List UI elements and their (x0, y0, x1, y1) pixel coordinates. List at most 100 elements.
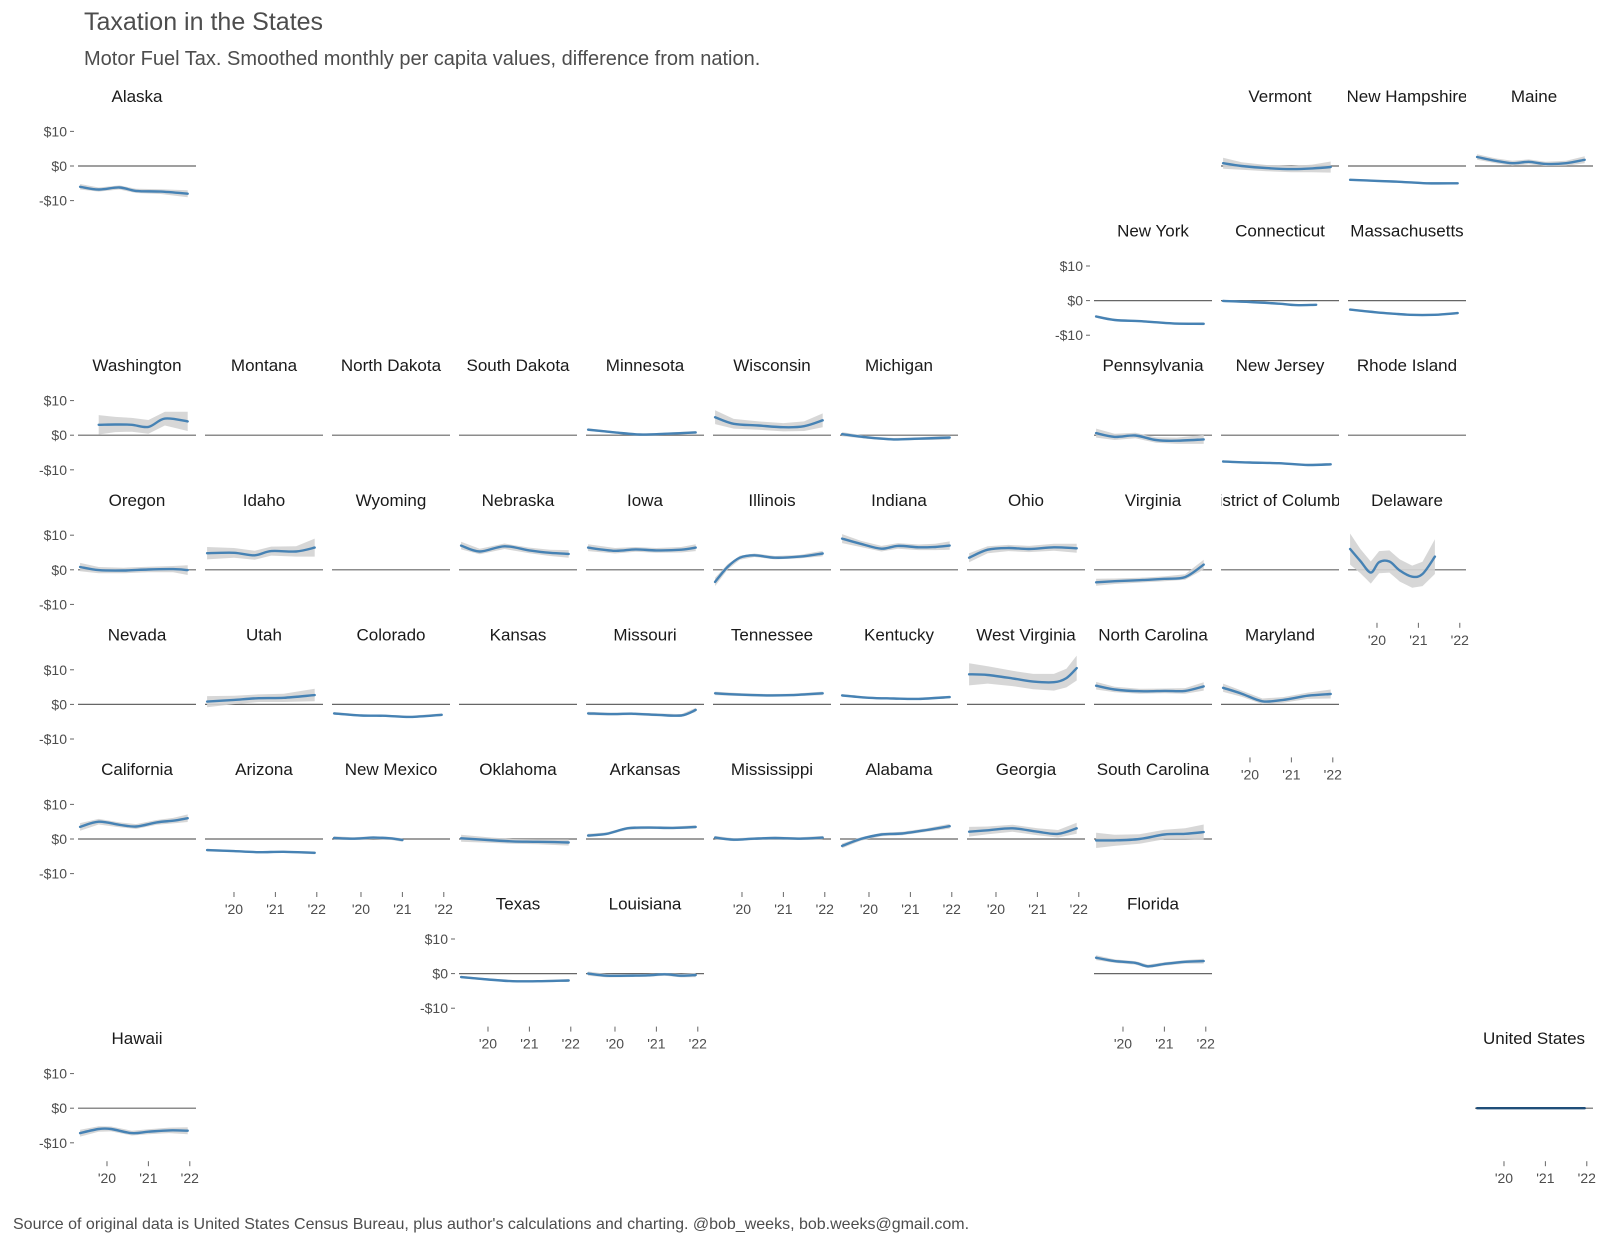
facet-north-dakota: North Dakota (332, 356, 450, 436)
chart-subtitle: Motor Fuel Tax. Smoothed monthly per cap… (84, 48, 761, 70)
facet-label: Texas (496, 895, 540, 914)
facet-south-carolina: South Carolina (1094, 760, 1212, 848)
facet-north-carolina: North Carolina (1094, 625, 1212, 706)
facet-label: New Hampshire (1347, 87, 1468, 106)
y-tick-label: $10 (44, 1066, 68, 1082)
series-line (205, 848, 316, 854)
series-line (459, 837, 570, 844)
facet-colorado: Colorado (332, 625, 450, 719)
x-tick-label: '20 (1114, 1036, 1132, 1052)
facet-label: South Carolina (1097, 760, 1210, 779)
facet-label: Alabama (865, 760, 933, 779)
facet-arizona: Arizona '20 '21 '22 (205, 760, 326, 917)
series-line (1221, 460, 1332, 467)
facet-michigan: Michigan (840, 356, 958, 441)
series-line (840, 825, 951, 848)
y-tick-label: $10 (44, 123, 68, 139)
series-line (1094, 563, 1205, 584)
series-line (713, 552, 824, 584)
facet-label: Idaho (243, 491, 286, 510)
facet-label: Vermont (1248, 87, 1312, 106)
facet-west-virginia: West Virginia (967, 625, 1085, 706)
y-tick-label: $0 (51, 696, 67, 712)
facet-washington: Washington $10 $0 -$10 (39, 356, 196, 478)
facet-oklahoma: Oklahoma (459, 760, 577, 846)
facet-alaska: Alaska $10 $0 -$10 (39, 87, 196, 209)
x-tick-label: '20 (225, 901, 243, 917)
facet-label: Washington (92, 356, 181, 375)
series-line (1094, 830, 1205, 842)
x-tick-label: '21 (1028, 901, 1046, 917)
y-tick-label: $10 (44, 662, 68, 678)
x-tick-label: '22 (816, 901, 834, 917)
x-tick-label: '22 (943, 901, 961, 917)
facet-indiana: Indiana (840, 491, 958, 571)
facet-label: Kentucky (864, 625, 934, 644)
y-tick-label: -$10 (39, 596, 67, 612)
series-line (78, 1127, 189, 1135)
facet-new-york: New York $10 $0 -$10 (1055, 222, 1212, 343)
series-line (1475, 155, 1586, 166)
facet-rhode-island: Rhode Island (1348, 356, 1466, 436)
series-line (586, 972, 697, 978)
confidence-band (969, 655, 1077, 691)
y-tick-label: $0 (51, 427, 67, 443)
chart-title: Taxation in the States (84, 8, 324, 36)
y-tick-label: $10 (44, 393, 68, 409)
facet-louisiana: Louisiana '20 '21 '22 (586, 895, 707, 1052)
series-line (586, 546, 697, 553)
y-tick-label: -$10 (39, 1135, 67, 1151)
facet-label: Florida (1127, 895, 1180, 914)
x-tick-label: '20 (606, 1036, 624, 1052)
facet-vermont: Vermont (1221, 87, 1339, 173)
facet-label: New Mexico (345, 760, 438, 779)
x-tick-label: '20 (352, 901, 370, 917)
facet-label: West Virginia (976, 625, 1076, 644)
series-line (840, 433, 951, 441)
x-tick-label: '20 (98, 1170, 116, 1186)
facet-label: Maine (1511, 87, 1557, 106)
facet-label: Iowa (627, 491, 663, 510)
facet-label: Connecticut (1235, 222, 1325, 241)
facet-label: North Dakota (341, 356, 442, 375)
facet-mississippi: Mississippi '20 '21 '22 (713, 760, 834, 917)
series-line (840, 537, 951, 550)
facet-connecticut: Connecticut (1221, 222, 1339, 307)
y-tick-label: -$10 (420, 1000, 448, 1016)
facet-south-dakota: South Dakota (459, 356, 577, 436)
facet-illinois: Illinois (713, 491, 831, 587)
series-line (332, 712, 443, 719)
series-line (1094, 956, 1205, 968)
series-line (1221, 686, 1332, 703)
facet-label: United States (1483, 1029, 1585, 1048)
series-line (332, 836, 404, 842)
y-tick-label: -$10 (39, 462, 67, 478)
x-tick-label: '22 (181, 1170, 199, 1186)
x-tick-label: '21 (1409, 632, 1427, 648)
confidence-band (98, 411, 188, 435)
x-tick-label: '21 (139, 1170, 157, 1186)
facet-label: New Jersey (1236, 356, 1325, 375)
x-tick-label: '22 (1451, 632, 1469, 648)
series-line (1094, 431, 1205, 443)
series-line (1348, 547, 1437, 579)
facet-utah: Utah (205, 625, 323, 708)
series-line (586, 708, 697, 717)
facet-missouri: Missouri (586, 625, 704, 717)
facet-oregon: Oregon $10 $0 -$10 (39, 491, 196, 612)
x-tick-label: '20 (860, 901, 878, 917)
confidence-band (461, 541, 569, 558)
x-tick-label: '20 (1368, 632, 1386, 648)
facet-minnesota: Minnesota (586, 356, 704, 436)
series-line (840, 694, 951, 701)
facet-label: Nevada (108, 625, 167, 644)
chart-caption: Source of original data is United States… (13, 1216, 970, 1233)
facet-texas: Texas $10 $0 -$10 '20 '21 '22 (420, 895, 580, 1052)
facet-alabama: Alabama '20 '21 '22 (840, 760, 961, 917)
series-line (713, 692, 824, 697)
facet-iowa: Iowa (586, 491, 704, 571)
confidence-band (207, 538, 315, 560)
facet-label: Tennessee (731, 625, 813, 644)
facet-arkansas: Arkansas (586, 760, 704, 840)
